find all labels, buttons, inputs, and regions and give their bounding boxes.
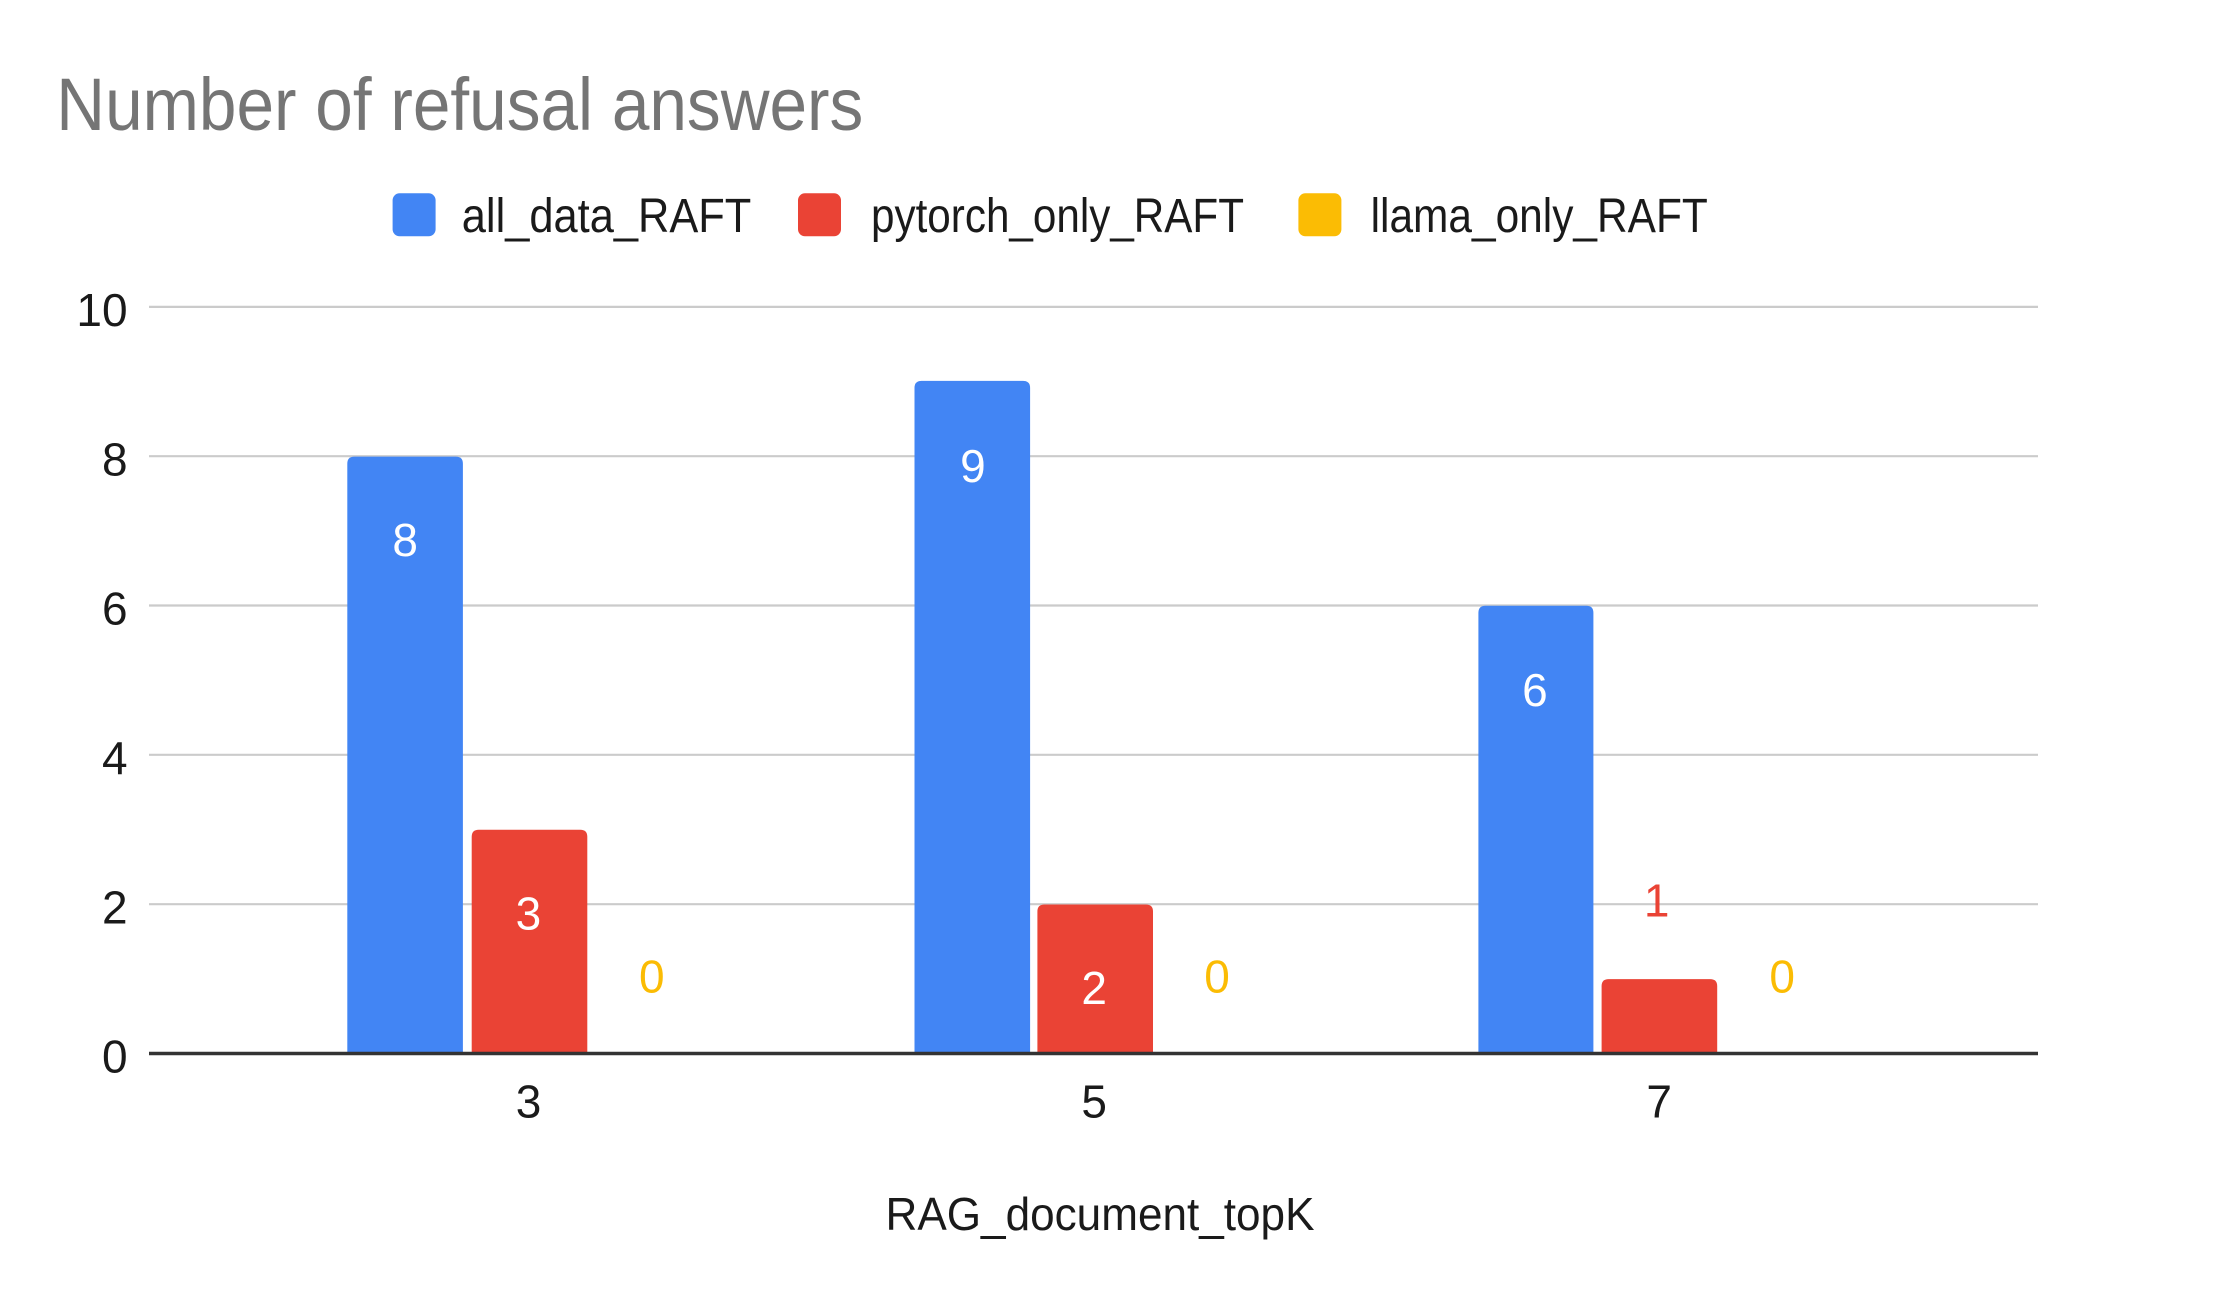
svg-text:0: 0 (639, 950, 665, 1002)
svg-text:8: 8 (392, 514, 418, 566)
svg-text:3: 3 (516, 1075, 542, 1127)
svg-text:0: 0 (1204, 950, 1230, 1002)
svg-text:0: 0 (1769, 950, 1795, 1002)
svg-text:1: 1 (1644, 875, 1670, 927)
svg-text:Number of refusal answers: Number of refusal answers (56, 63, 863, 146)
svg-text:pytorch_only_RAFT: pytorch_only_RAFT (871, 190, 1244, 243)
svg-text:2: 2 (102, 881, 128, 933)
svg-text:3: 3 (516, 887, 542, 939)
svg-text:6: 6 (102, 583, 128, 635)
svg-text:7: 7 (1646, 1075, 1672, 1127)
svg-text:6: 6 (1522, 664, 1548, 716)
svg-text:4: 4 (102, 732, 128, 784)
svg-text:RAG_document_topK: RAG_document_topK (886, 1188, 1315, 1240)
svg-text:2: 2 (1081, 962, 1107, 1014)
svg-text:0: 0 (102, 1031, 128, 1083)
svg-text:all_data_RAFT: all_data_RAFT (462, 190, 752, 243)
svg-text:5: 5 (1081, 1075, 1107, 1127)
svg-text:llama_only_RAFT: llama_only_RAFT (1371, 190, 1708, 243)
svg-text:10: 10 (76, 284, 127, 336)
svg-text:9: 9 (960, 440, 986, 492)
svg-text:8: 8 (102, 433, 128, 485)
